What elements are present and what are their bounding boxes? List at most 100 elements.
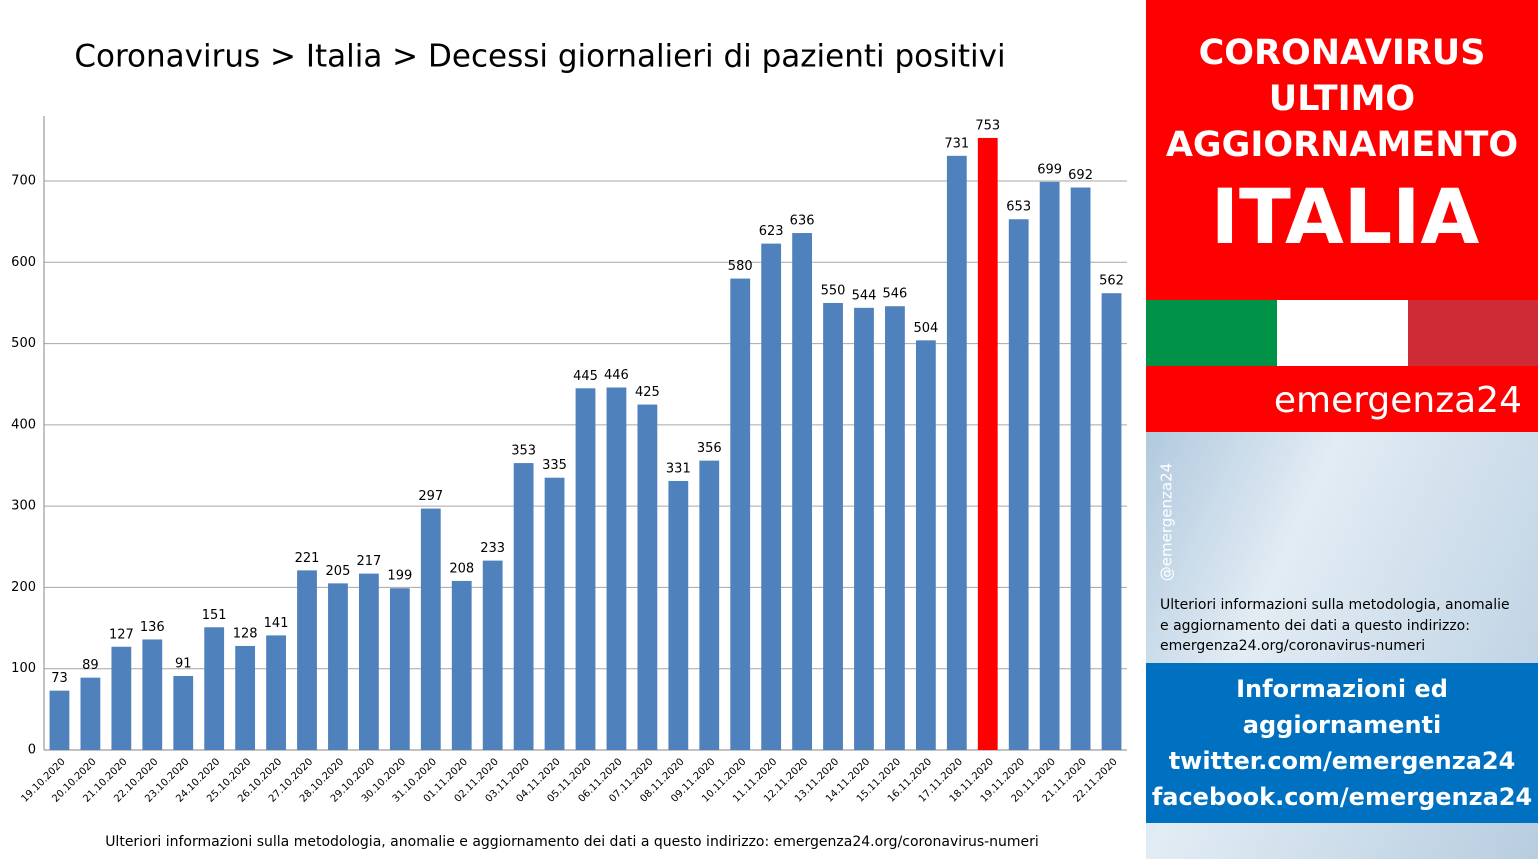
links-text: Informazioni ed [1236,675,1448,703]
bar [297,570,317,750]
data-label: 136 [140,620,165,635]
data-label: 89 [82,658,99,673]
data-label: 73 [51,671,68,686]
bar [761,243,782,750]
data-label: 217 [356,554,381,569]
bar [823,302,843,750]
data-label: 233 [480,541,505,556]
data-label: 353 [511,444,536,459]
handle: @emergenza24 [1158,463,1176,581]
y-tick-label: 500 [11,336,36,351]
y-tick-label: 100 [11,661,36,676]
bar [142,639,163,750]
data-label: 205 [326,564,351,579]
data-label: 731 [944,136,969,151]
flag-white [1277,300,1408,366]
data-label: 699 [1037,162,1062,177]
brand: emergenza24 [1274,380,1522,421]
data-label: 504 [913,321,938,336]
bar [1101,293,1122,750]
bar [328,583,348,750]
bar [606,387,627,750]
data-label: 128 [233,626,258,641]
data-label: 221 [295,551,320,566]
data-label: 653 [1006,200,1031,215]
data-label: 546 [883,287,908,302]
bar [792,233,813,751]
bar [1008,219,1029,750]
links-text: facebook.com/emergenza24 [1152,783,1532,811]
data-label: 208 [449,561,474,576]
data-label: 199 [387,569,412,584]
bar [389,588,410,750]
bar [111,646,132,750]
data-label: 331 [666,461,691,476]
info-text: Ulteriori informazioni sulla metodologia… [1160,597,1510,613]
bar [699,460,720,750]
y-tick-label: 200 [11,580,36,595]
bar [80,677,101,750]
links-box [1146,663,1538,823]
bar [49,690,70,750]
bar [946,155,967,751]
data-label: 692 [1068,168,1093,183]
info-text: e aggiornamento dei dati a questo indiri… [1160,618,1470,634]
data-label: 753 [975,118,1000,133]
data-label: 335 [542,458,567,473]
bar [575,388,596,750]
y-tick-label: 700 [11,174,36,189]
chart-title: Coronavirus > Italia > Decessi giornalie… [74,39,1005,75]
data-label: 425 [635,385,660,400]
plot: 010020030040050060070019.10.20207320.10.… [11,116,1127,805]
y-tick-label: 400 [11,417,36,432]
data-label: 550 [821,283,846,298]
data-label: 297 [418,489,443,504]
bar [854,307,874,750]
bar [204,627,225,750]
flag-green [1146,300,1277,366]
data-label: 562 [1099,274,1124,289]
data-label: 356 [697,441,722,456]
data-label: 151 [202,608,227,623]
bar [235,645,256,750]
data-label: 446 [604,368,629,383]
header-text: CORONAVIRUS [1199,33,1486,73]
y-tick-label: 300 [11,499,36,514]
bar [915,340,936,750]
bar [1039,181,1060,751]
bar [420,508,441,750]
header-text: ULTIMO [1269,79,1415,119]
bar [451,580,472,750]
links-text: twitter.com/emergenza24 [1169,747,1516,775]
bar [266,635,286,750]
data-label: 91 [175,657,192,672]
bar [885,306,905,750]
data-label: 636 [790,214,815,229]
data-label: 544 [852,288,877,303]
bar [668,480,689,750]
bar [730,278,751,750]
bar [637,404,658,750]
bar [358,573,379,750]
y-tick-label: 0 [28,743,36,758]
links-text: aggiornamenti [1243,711,1441,739]
info-text: emergenza24.org/coronavirus-numeri [1160,638,1425,654]
flag-red [1408,300,1538,366]
data-label: 445 [573,369,598,384]
data-label: 623 [759,224,784,239]
header-text: AGGIORNAMENTO [1166,125,1518,165]
bar [1070,187,1091,750]
sidebar: CORONAVIRUS ULTIMO AGGIORNAMENTO ITALIA … [1146,0,1538,859]
data-label: 141 [264,616,289,631]
header-box [1146,0,1538,300]
bar [173,676,194,750]
bar [977,137,998,750]
data-label: 580 [728,259,753,274]
country: ITALIA [1211,172,1480,261]
bar [544,477,565,750]
bar [482,560,503,750]
brand-box [1146,366,1538,432]
y-tick-label: 600 [11,255,36,270]
footnote: Ulteriori informazioni sulla metodologia… [105,834,1039,850]
